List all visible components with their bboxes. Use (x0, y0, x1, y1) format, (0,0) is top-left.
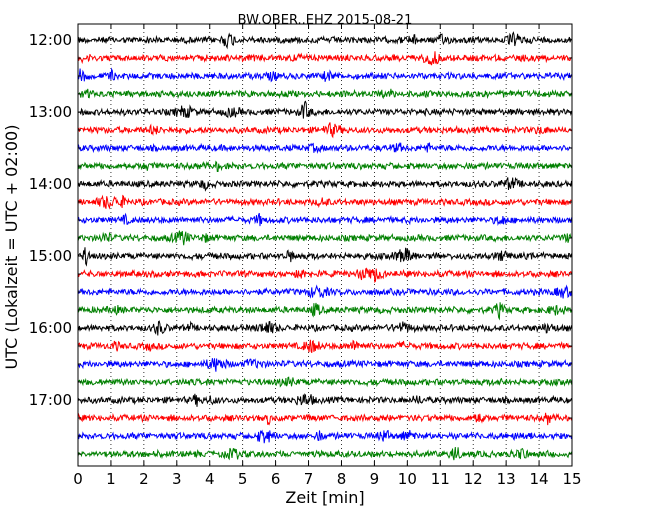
seismogram-traces (77, 31, 572, 461)
y-tick-label: 16:00 (29, 319, 72, 337)
x-tick-label: 9 (370, 470, 380, 488)
x-tick-label: 14 (530, 470, 549, 488)
x-tick-label: 4 (205, 470, 215, 488)
x-tick-label: 1 (106, 470, 116, 488)
seismogram-trace (77, 160, 572, 172)
x-tick-label: 13 (497, 470, 516, 488)
seismogram-trace (77, 320, 572, 336)
seismogram-trace (77, 358, 572, 372)
x-tick-label: 0 (73, 470, 83, 488)
x-tick-label: 3 (172, 470, 182, 488)
x-tick-label: 7 (304, 470, 314, 488)
y-tick-label: 14:00 (29, 175, 72, 193)
seismogram-trace (77, 31, 572, 50)
seismogram-trace (77, 230, 572, 246)
seismogram-trace (77, 446, 572, 461)
axis-ticks: 0 1 2 3 4 5 6 7 8 9 10 11 12 13 14 1512:0013:0014:0015:… (29, 24, 582, 488)
y-tick-label: 17:00 (29, 391, 72, 409)
x-tick-label: 6 (271, 470, 281, 488)
x-tick-label: 12 (464, 470, 483, 488)
seismogram-trace (77, 429, 572, 444)
y-tick-label: 13:00 (29, 103, 72, 121)
y-tick-label: 15:00 (29, 247, 72, 265)
seismogram-trace (77, 122, 572, 139)
seismogram-trace (77, 51, 572, 66)
seismogram-trace (77, 302, 572, 321)
seismogram-trace (77, 247, 572, 267)
seismogram-trace (77, 284, 572, 299)
seismogram-trace (77, 267, 572, 283)
x-tick-label: 15 (562, 470, 581, 488)
x-gridlines (110, 24, 540, 466)
seismogram-trace (77, 194, 572, 210)
seismogram-trace (77, 142, 572, 154)
y-tick-label: 12:00 (29, 31, 72, 49)
x-tick-label: 8 (337, 470, 347, 488)
seismogram-trace (77, 393, 572, 407)
seismogram-trace (77, 67, 572, 83)
x-tick-label: 10 (398, 470, 417, 488)
seismogram-trace (77, 376, 572, 388)
seismogram-trace (77, 212, 572, 227)
seismogram-trace (77, 100, 572, 119)
plot-frame (77, 23, 573, 467)
seismogram-trace (77, 339, 572, 354)
seismogram-trace (78, 88, 572, 100)
x-axis-label: Zeit [min] (285, 488, 364, 507)
x-tick-label: 2 (139, 470, 149, 488)
y-axis-label: UTC (Lokalzeit = UTC + 02:00) (2, 125, 21, 370)
seismogram-trace (77, 412, 572, 426)
seismogram-trace (77, 176, 572, 192)
chart-title: BW.OBER..EHZ 2015-08-21 (238, 13, 413, 28)
x-tick-label: 5 (238, 470, 248, 488)
x-tick-label: 11 (431, 470, 450, 488)
